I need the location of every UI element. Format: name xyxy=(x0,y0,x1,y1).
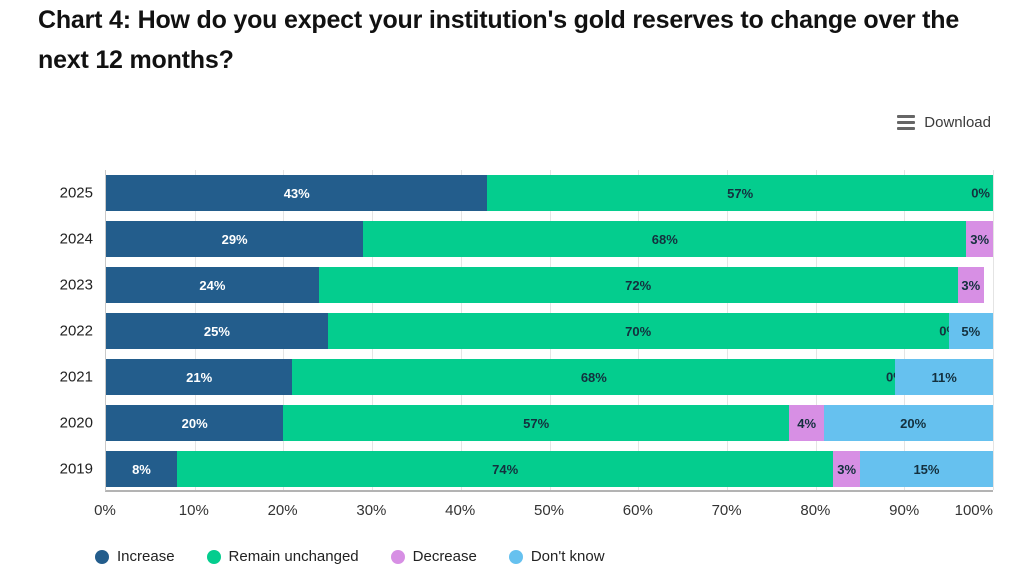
x-tick-label: 20% xyxy=(267,502,298,519)
bar-segment-label: 29% xyxy=(221,231,248,247)
bar-segment-remain-unchanged[interactable]: 72% xyxy=(318,267,958,303)
x-tick-label: 80% xyxy=(800,502,831,519)
legend: Increase Remain unchanged Decrease Don't kn… xyxy=(95,548,605,565)
chart-title: Chart 4: How do you expect your institut… xyxy=(38,6,960,74)
bar-segment-label: 43% xyxy=(283,185,310,201)
bar-segment-don-t-know[interactable]: 5% xyxy=(948,313,993,349)
legend-item-don-t-know[interactable]: Don't know xyxy=(508,548,605,565)
x-axis: 0% 10% 20% 30% 40% 50% 60% 70% 80% 90% 100% xyxy=(94,502,993,536)
year-label: 2023 xyxy=(59,276,93,294)
bar-row: 2024 29% 68% 3% xyxy=(60,216,993,262)
year-label: 2022 xyxy=(59,322,93,340)
stacked-bar-chart: 2025 43% 57% 0% 2024 29% 68% 3% 2023 24% 72% 3% 2022… xyxy=(60,170,994,536)
bar-track: 25%70%0%5% xyxy=(106,313,993,349)
legend-marker-icon xyxy=(95,549,109,564)
bar-segment-label: 11% xyxy=(931,369,957,385)
bar-segment-label: 25% xyxy=(203,323,230,339)
bar-segment-don-t-know[interactable]: 20% xyxy=(824,405,993,441)
bar-segment-label: 20% xyxy=(181,415,208,431)
bar-track: 8% 74% 3% 15% xyxy=(106,451,993,487)
bar-segment-label: 3% xyxy=(970,231,990,247)
x-tick-label: 70% xyxy=(711,502,742,519)
legend-marker-icon xyxy=(206,549,221,564)
x-tick-label: 60% xyxy=(622,502,653,519)
bar-segment-remain-unchanged[interactable]: 74% xyxy=(176,451,834,487)
bar-segment-label: 68% xyxy=(651,231,678,247)
bar-segment-label: 70% xyxy=(625,323,652,339)
bar-segment-label: 3% xyxy=(961,277,981,293)
legend-item-label: Don't know xyxy=(530,548,605,565)
bar-segment-increase[interactable]: 43% xyxy=(106,175,488,211)
bar-segment-remain-unchanged[interactable]: 57% xyxy=(283,405,789,441)
x-tick-label: 40% xyxy=(445,502,476,519)
plot-area: 2025 43% 57% 0% 2024 29% 68% 3% 2023 24% 72% 3% 2022… xyxy=(60,170,994,492)
legend-item-label: Increase xyxy=(117,548,175,565)
legend-item-label: Decrease xyxy=(412,548,477,565)
bar-segment-increase[interactable]: 20% xyxy=(106,405,284,441)
legend-marker-icon xyxy=(390,549,405,564)
bar-segment-don-t-know[interactable]: 11% xyxy=(895,359,993,395)
bar-row: 2019 8% 74% 3% 15% xyxy=(60,446,993,492)
bar-segment-increase[interactable]: 24% xyxy=(106,267,319,303)
bar-track: 20% 57% 4% 20% xyxy=(106,405,993,441)
bar-segment-increase[interactable]: 29% xyxy=(106,221,364,257)
bar-track: 21%68%0%11% xyxy=(106,359,993,395)
bar-segment-label: 5% xyxy=(961,323,981,339)
bar-segment-remain-unchanged[interactable]: 70% xyxy=(327,313,949,349)
x-tick-label: 90% xyxy=(889,502,920,519)
x-tick-label: 50% xyxy=(533,502,565,519)
hamburger-menu-icon xyxy=(897,115,916,130)
bar-segment-decrease[interactable]: 3% xyxy=(966,221,993,257)
bar-segment-decrease[interactable]: 4% xyxy=(788,405,825,441)
legend-marker-icon xyxy=(508,549,523,564)
bar-segment-don-t-know[interactable]: 15% xyxy=(859,451,993,487)
bar-track: 43% 57% 0% xyxy=(106,175,993,211)
bar-segment-increase[interactable]: 8% xyxy=(106,451,177,487)
bar-row: 2023 24% 72% 3% xyxy=(60,262,993,308)
year-label: 2019 xyxy=(59,460,93,478)
year-label: 2021 xyxy=(59,368,93,386)
bar-segment-label: 57% xyxy=(727,185,754,201)
bar-segment-label: 20% xyxy=(900,415,927,431)
bar-row: 2025 43% 57% 0% xyxy=(60,170,993,216)
bar-segment-decrease[interactable]: 3% xyxy=(957,267,985,303)
bar-segment-label: 8% xyxy=(132,461,151,477)
bar-segment-increase[interactable]: 25% xyxy=(106,313,328,349)
bar-segment-remain-unchanged[interactable]: 68% xyxy=(292,359,896,395)
bar-segment-label: 4% xyxy=(797,415,817,431)
bar-segment-increase[interactable]: 21% xyxy=(106,359,293,395)
bar-segment-decrease[interactable]: 3% xyxy=(833,451,860,487)
legend-item-decrease[interactable]: Decrease xyxy=(390,548,477,565)
bar-track: 24% 72% 3% xyxy=(106,267,993,303)
bar-segment-label: 57% xyxy=(523,415,550,431)
gridline xyxy=(993,170,994,490)
bar-track: 29% 68% 3% xyxy=(106,221,993,257)
bar-segment-label: 15% xyxy=(913,461,940,477)
bar-segment-remain-unchanged[interactable]: 57% xyxy=(487,175,993,211)
bar-segment-label: 74% xyxy=(492,461,519,477)
bar-segment-label: 0% xyxy=(971,185,990,201)
x-tick-label: 100% xyxy=(954,502,993,519)
bar-segment-label: 21% xyxy=(186,369,213,385)
bar-segment-label: 24% xyxy=(199,277,226,293)
download-label: Download xyxy=(924,114,991,131)
year-label: 2024 xyxy=(59,230,93,248)
year-label: 2025 xyxy=(59,184,93,202)
x-tick-label: 0% xyxy=(94,502,116,519)
bar-segment-remain-unchanged[interactable]: 68% xyxy=(363,221,967,257)
x-tick-label: 10% xyxy=(178,502,209,519)
bar-row: 2020 20% 57% 4% 20% xyxy=(60,400,993,446)
bar-segment-label: 68% xyxy=(580,369,607,385)
legend-item-label: Remain unchanged xyxy=(228,548,359,565)
legend-item-remain-unchanged[interactable]: Remain unchanged xyxy=(206,548,359,565)
bar-segment-label: 3% xyxy=(837,461,857,477)
bar-segment-label: 72% xyxy=(625,277,652,293)
x-tick-label: 30% xyxy=(356,502,387,519)
year-label: 2020 xyxy=(59,414,93,432)
legend-item-increase[interactable]: Increase xyxy=(95,548,175,565)
download-button[interactable]: Download xyxy=(897,114,991,131)
